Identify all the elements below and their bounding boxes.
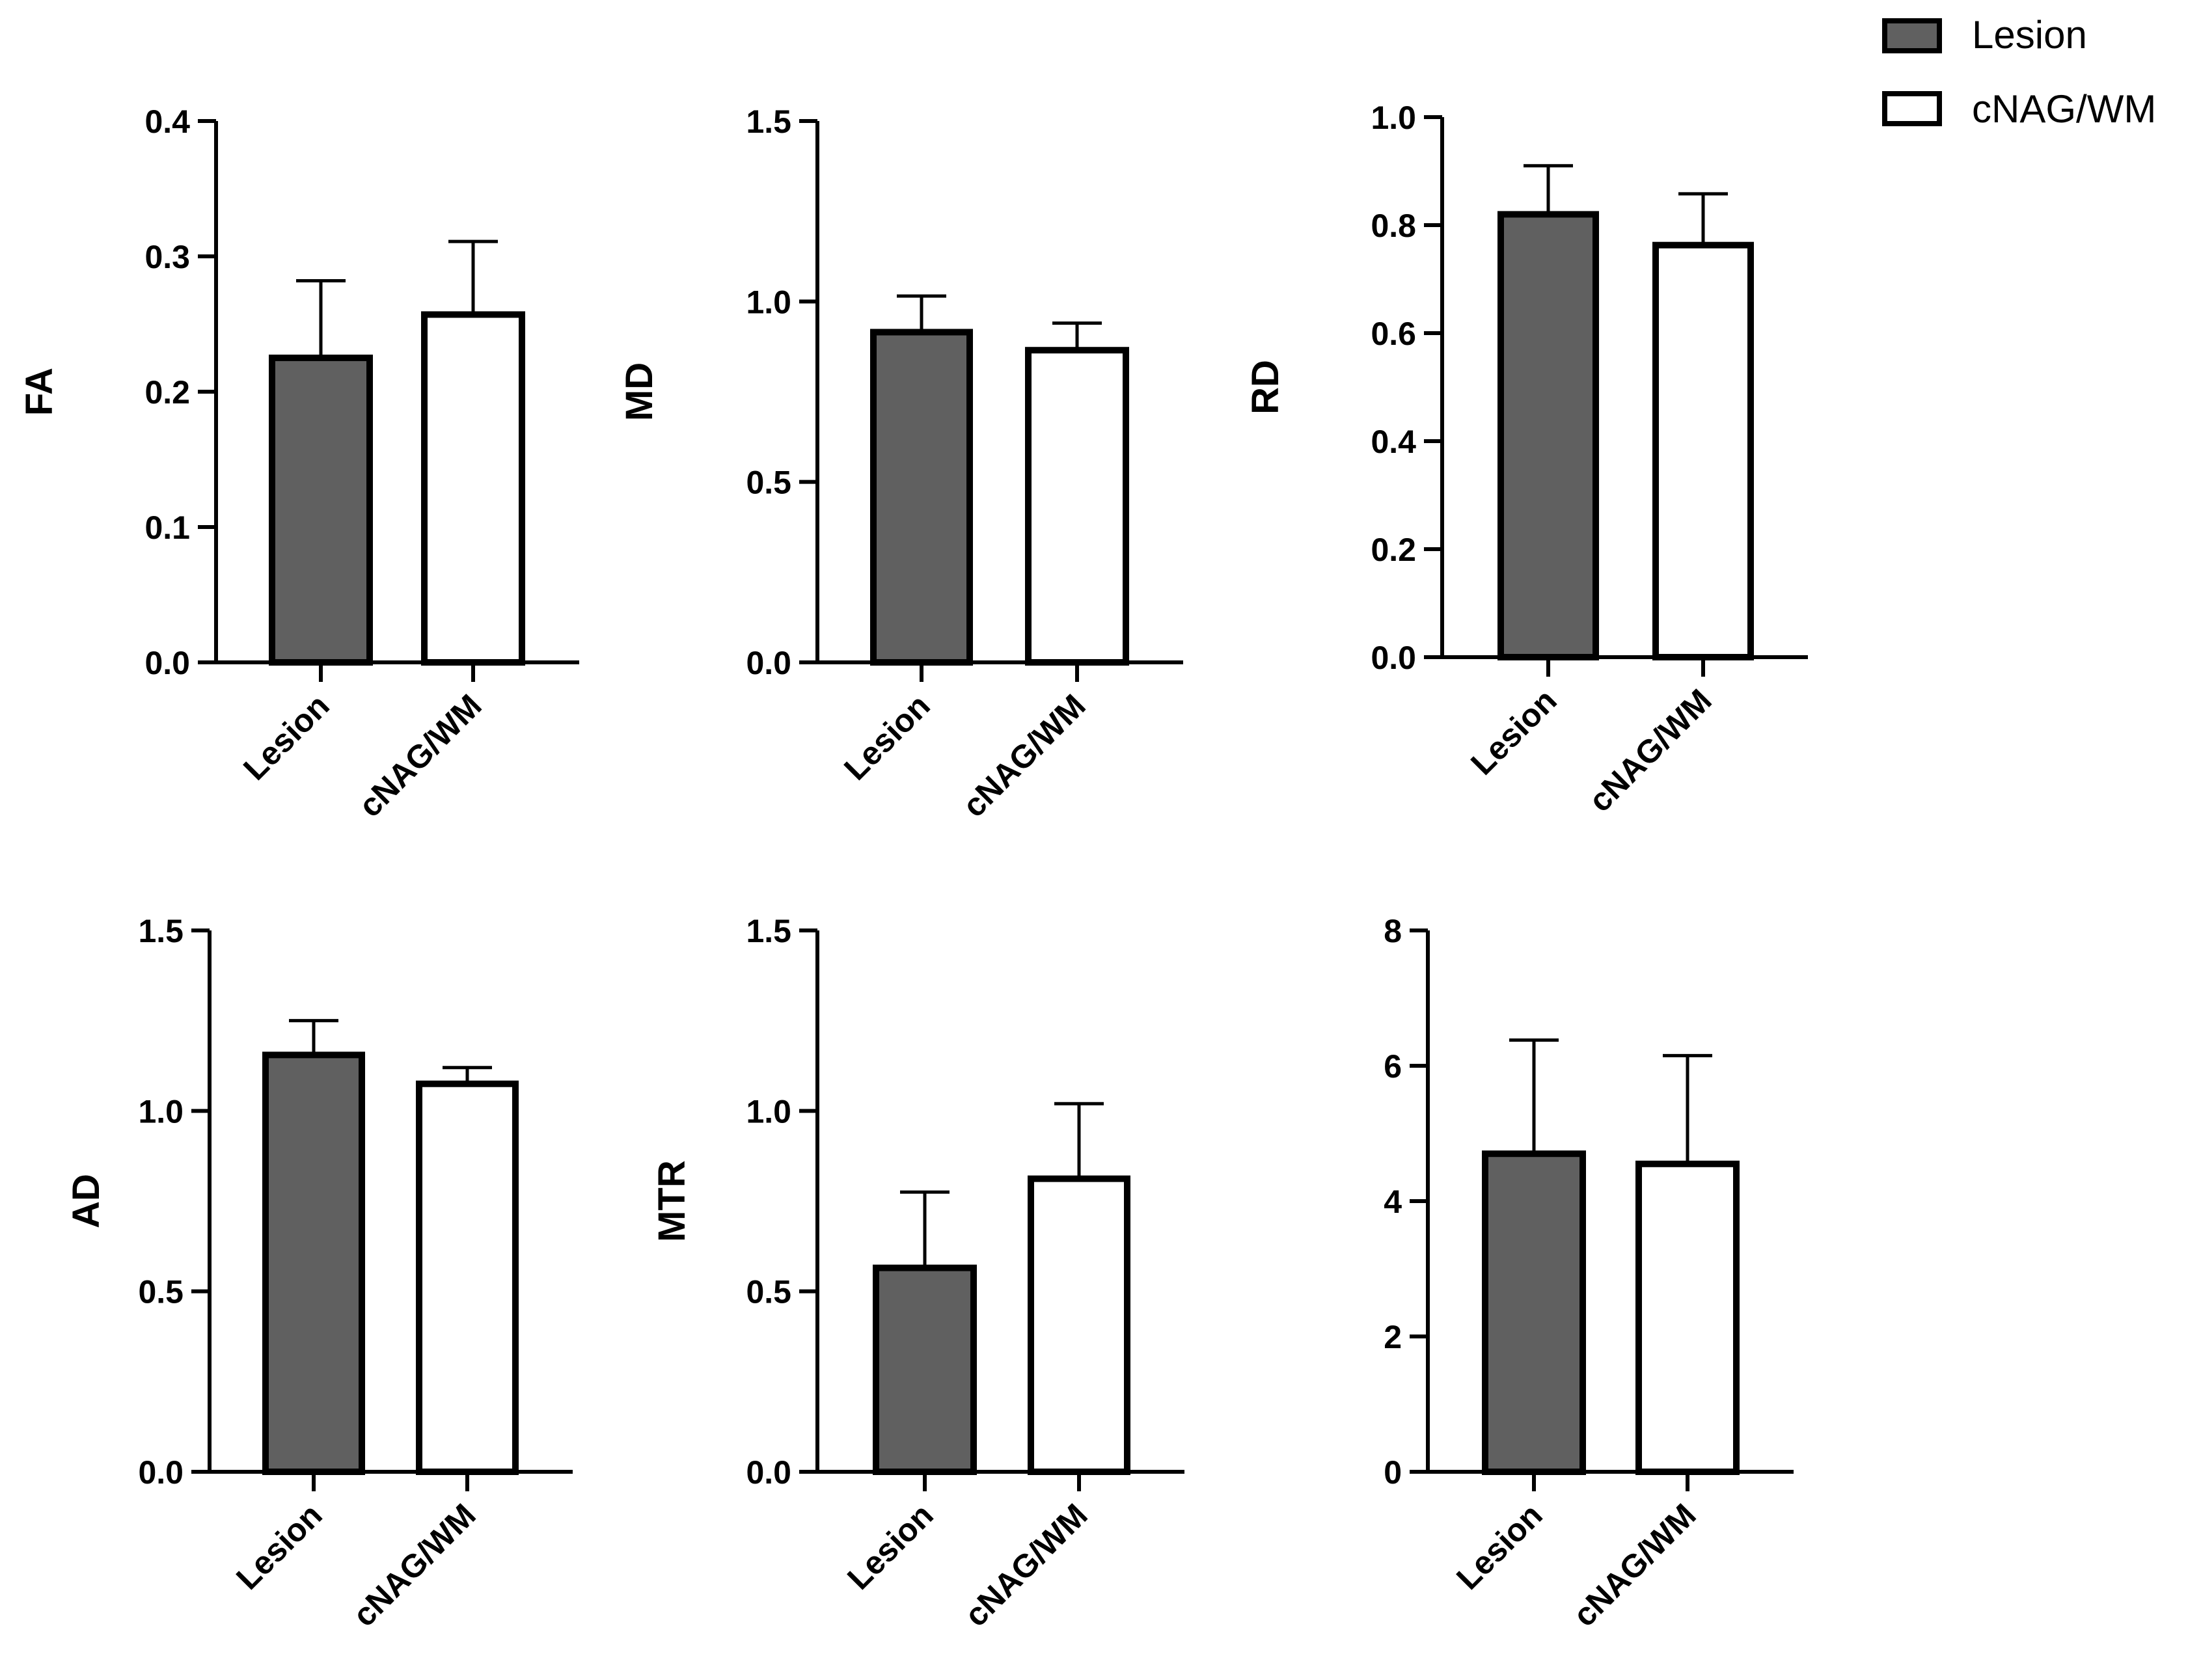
y-tick-label: 0.2 (1371, 532, 1416, 568)
legend-label-cnag: cNAG/WM (1972, 87, 2156, 131)
x-tick-label: cNAG/WM (955, 687, 1092, 824)
y-tick-label: 2 (1384, 1319, 1402, 1355)
x-tick-label: Lesion (840, 1497, 940, 1597)
y-tick-label: 0.5 (138, 1274, 184, 1310)
bar-1 (269, 355, 373, 666)
bar-2 (421, 311, 525, 666)
chart-panel-3: 0.0 0.2 0.4 0.6 0.8 1.0 Lesion cNAG/WM RD (1244, 100, 1808, 819)
y-axis-title: MD (618, 362, 661, 421)
chart-panel-6: 0 2 4 6 8 Lesion cNAG/WM (1384, 913, 1794, 1634)
x-tick-label: cNAG/WM (957, 1497, 1094, 1633)
legend-swatch-cnag (1882, 91, 1942, 126)
y-axis-title: MTR (651, 1160, 693, 1242)
bar-2 (1652, 241, 1754, 660)
x-tick-label: Lesion (1449, 1497, 1550, 1597)
y-tick-label: 4 (1384, 1184, 1402, 1220)
y-tick-label: 1.5 (138, 913, 184, 949)
y-tick-label: 1.0 (138, 1093, 184, 1130)
chart-panel-2: 0.0 0.5 1.0 1.5 Lesion cNAG/WM MD (618, 103, 1183, 824)
y-tick-label: 0.2 (144, 374, 190, 411)
y-tick-label: 0.0 (1371, 640, 1416, 676)
y-tick-label: 0.0 (144, 645, 190, 681)
bar-2 (1025, 347, 1129, 666)
y-tick-label: 0.0 (138, 1454, 184, 1491)
bar-2 (416, 1080, 519, 1475)
y-tick-label: 8 (1384, 913, 1402, 949)
y-tick-label: 0.5 (746, 465, 791, 501)
legend-swatch-lesion (1882, 18, 1942, 53)
legend-label-lesion: Lesion (1972, 13, 2087, 57)
bar-1 (1497, 211, 1599, 660)
y-tick-label: 0.5 (746, 1274, 791, 1310)
y-tick-label: 0.1 (144, 509, 190, 546)
y-axis-title: AD (65, 1174, 107, 1228)
x-tick-label: Lesion (236, 687, 336, 787)
x-tick-label: cNAG/WM (1581, 682, 1718, 819)
y-tick-label: 0.6 (1371, 316, 1416, 352)
bar-1 (870, 329, 973, 666)
legend: Lesion cNAG/WM (1882, 13, 2156, 131)
x-tick-label: cNAG/WM (346, 1497, 482, 1633)
x-tick-label: Lesion (229, 1497, 329, 1597)
bar-1 (1482, 1150, 1586, 1475)
x-tick-label: cNAG/WM (351, 687, 488, 824)
x-tick-label: Lesion (1464, 682, 1564, 782)
x-tick-label: Lesion (837, 687, 937, 787)
bar-2 (1028, 1175, 1130, 1476)
chart-panel-4: 0.0 0.5 1.0 1.5 Lesion cNAG/WM AD (65, 913, 573, 1634)
bar-1 (262, 1051, 365, 1475)
y-axis-title: RD (1244, 360, 1287, 414)
y-tick-label: 1.0 (746, 284, 791, 320)
y-axis-title: FA (18, 368, 61, 416)
x-tick-label: cNAG/WM (1566, 1497, 1702, 1633)
y-tick-label: 0.0 (746, 645, 791, 681)
y-tick-label: 0 (1384, 1454, 1402, 1491)
bar-1 (873, 1264, 977, 1475)
y-tick-label: 1.0 (746, 1093, 791, 1130)
y-tick-label: 1.0 (1371, 100, 1416, 136)
chart-panel-5: 0.0 0.5 1.0 1.5 Lesion cNAG/WM MTR (651, 913, 1184, 1634)
y-tick-label: 1.5 (746, 103, 791, 140)
chart-panel-1: 0.0 0.1 0.2 0.3 0.4 Lesion cNAG/WM FA (18, 103, 579, 824)
y-tick-label: 0.4 (144, 103, 190, 140)
y-tick-label: 0.8 (1371, 208, 1416, 244)
y-tick-label: 1.5 (746, 913, 791, 949)
y-tick-label: 6 (1384, 1048, 1402, 1085)
y-tick-label: 0.0 (746, 1454, 791, 1491)
y-tick-label: 0.3 (144, 239, 190, 275)
bar-2 (1635, 1160, 1740, 1476)
y-tick-label: 0.4 (1371, 424, 1416, 460)
